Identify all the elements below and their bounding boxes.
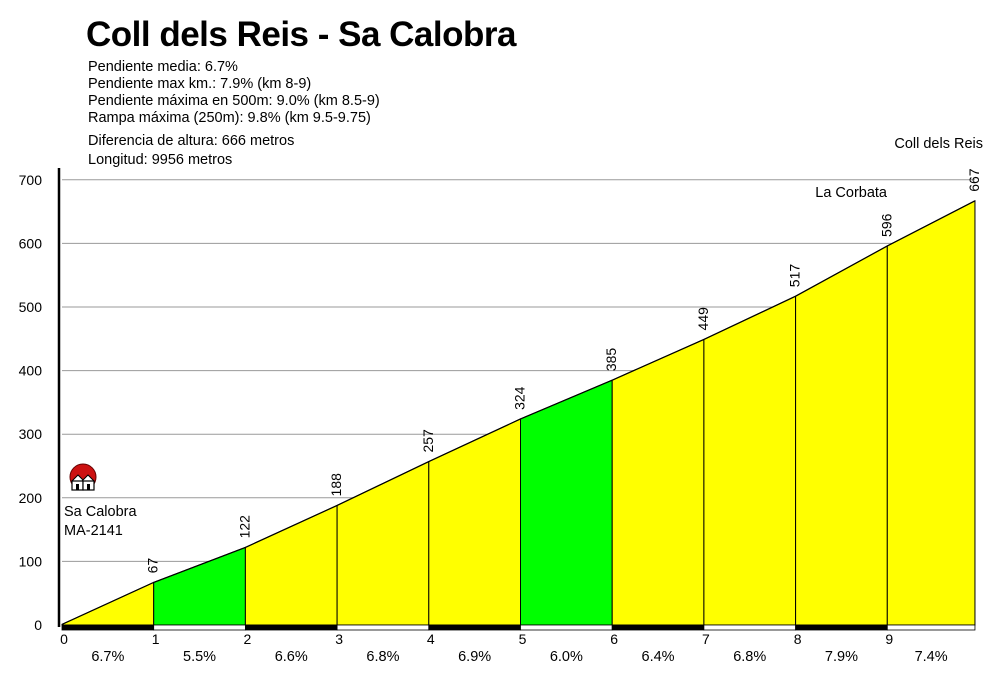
grade-label: 6.9% <box>458 649 491 665</box>
y-tick-label: 400 <box>19 363 43 379</box>
profile-segment <box>795 245 888 626</box>
elevation-label: 324 <box>512 386 528 410</box>
elevation-label: 257 <box>420 429 436 453</box>
profile-segment <box>428 418 521 626</box>
elevation-label: 449 <box>695 307 711 331</box>
profile-segment <box>611 338 705 626</box>
elevation-label: 517 <box>787 264 803 288</box>
label-layer: 6.7% 5.5% 6.6% 6.8% 6.9% 6.0% 6.4% 6.8% 7.9% 7.4%… <box>64 136 983 665</box>
profile-segment <box>153 546 246 626</box>
y-tick-label: 700 <box>19 172 43 188</box>
x-tick-label: 0 <box>60 631 68 647</box>
km-bar-segment <box>336 624 430 631</box>
km-bar-segment <box>244 624 338 631</box>
stat-rampa-maxima: Rampa máxima (250m): 9.8% (km 9.5-9.75) <box>88 110 371 126</box>
elevation-label: 596 <box>878 213 894 237</box>
grade-label: 7.4% <box>915 649 948 665</box>
profile-segment <box>244 504 338 626</box>
profile-segment <box>336 460 430 626</box>
annotation-label: Coll dels Reis <box>894 136 983 152</box>
x-tick-label: 5 <box>519 631 527 647</box>
x-tick-label: 6 <box>610 631 618 647</box>
km-bar-segment <box>703 624 797 631</box>
grade-label: 6.0% <box>550 649 583 665</box>
km-bar-segment <box>153 624 246 631</box>
y-tick-label: 500 <box>19 299 43 315</box>
x-tick-label: 8 <box>794 631 802 647</box>
km-bar-segment <box>428 624 521 631</box>
grade-label: 7.9% <box>825 649 858 665</box>
village-houses-icon <box>69 463 97 491</box>
grade-label: 6.6% <box>275 649 308 665</box>
area-layer <box>61 199 976 626</box>
x-tick-label: 2 <box>244 631 252 647</box>
elevation-label: 188 <box>328 473 344 497</box>
x-tick-label: 4 <box>427 631 435 647</box>
stat-pendiente-max-km: Pendiente max km.: 7.9% (km 8-9) <box>88 76 312 92</box>
grade-label: 6.8% <box>366 649 399 665</box>
x-tick-label: 1 <box>152 631 160 647</box>
km-bar-segment <box>520 624 613 631</box>
km-bar-segment <box>795 624 888 631</box>
y-tick-label: 200 <box>19 490 43 506</box>
y-tick-label: 600 <box>19 235 43 251</box>
y-tick-label: 0 <box>34 617 42 633</box>
y-tick-label: 300 <box>19 426 43 442</box>
grade-label: 6.8% <box>733 649 766 665</box>
annotation-label: La Corbata <box>815 185 888 201</box>
grade-label: 5.5% <box>183 649 216 665</box>
km-bar-segment <box>611 624 705 631</box>
elevation-label: 67 <box>145 558 161 574</box>
stat-longitud: Longitud: 9956 metros <box>88 152 233 168</box>
y-tick-label: 100 <box>19 553 43 569</box>
annotation-label: Sa Calobra <box>64 504 137 520</box>
profile-line <box>61 200 976 625</box>
stat-pendiente-max-500m: Pendiente máxima en 500m: 9.0% (km 8.5-9… <box>88 93 380 109</box>
stat-diferencia-altura: Diferencia de altura: 666 metros <box>88 133 295 149</box>
profile-segment <box>703 295 797 626</box>
profile-segment <box>886 199 976 626</box>
x-tick-label: 9 <box>885 631 893 647</box>
annotation-label: MA-2141 <box>64 523 123 539</box>
profile-segment <box>520 379 613 626</box>
x-tick-label: 3 <box>335 631 343 647</box>
x-tick-label: 7 <box>702 631 710 647</box>
km-bar-segment <box>61 624 155 631</box>
grade-label: 6.7% <box>91 649 124 665</box>
elevation-label: 667 <box>966 168 982 192</box>
grade-label: 6.4% <box>642 649 675 665</box>
elevation-label: 385 <box>603 348 619 372</box>
elevation-label: 122 <box>236 515 252 539</box>
stat-pendiente-media: Pendiente media: 6.7% <box>88 59 238 75</box>
km-bar-segment <box>886 624 976 631</box>
chart-title: Coll dels Reis - Sa Calobra <box>86 15 516 54</box>
